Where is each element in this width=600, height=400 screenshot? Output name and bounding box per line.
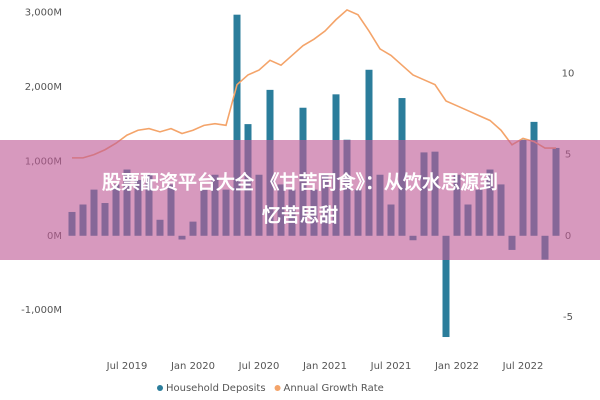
legend-marker [274,385,281,391]
line [72,8,556,159]
legend-marker [157,385,163,391]
bar [442,235,450,338]
y2-tick-label: 10 [562,68,575,79]
y2-tick-label: -5 [563,312,573,323]
bar [233,14,241,236]
y-tick-label: -1,000M [21,305,62,316]
banner-text: 忆苦思甜 [262,204,338,227]
x-tick-label: Jul 2019 [106,361,148,372]
x-tick-label: Jul 2022 [502,361,544,372]
x-tick-label: Jan 2020 [170,361,215,372]
banner-text: 股票配资平台大全 《甘苦同食》：从饮水思源到 [102,171,498,194]
x-tick-label: Jan 2021 [302,361,347,372]
x-tick-label: Jul 2021 [370,361,412,372]
x-tick-label: Jan 2022 [434,361,479,372]
y-tick-label: 3,000M [25,7,62,18]
x-tick-label: Jul 2020 [238,361,280,372]
legend-label: Annual Growth Rate [284,383,384,394]
y-tick-label: 2,000M [25,82,62,93]
banner-band [0,140,600,260]
legend-label: Household Deposits [166,383,266,394]
